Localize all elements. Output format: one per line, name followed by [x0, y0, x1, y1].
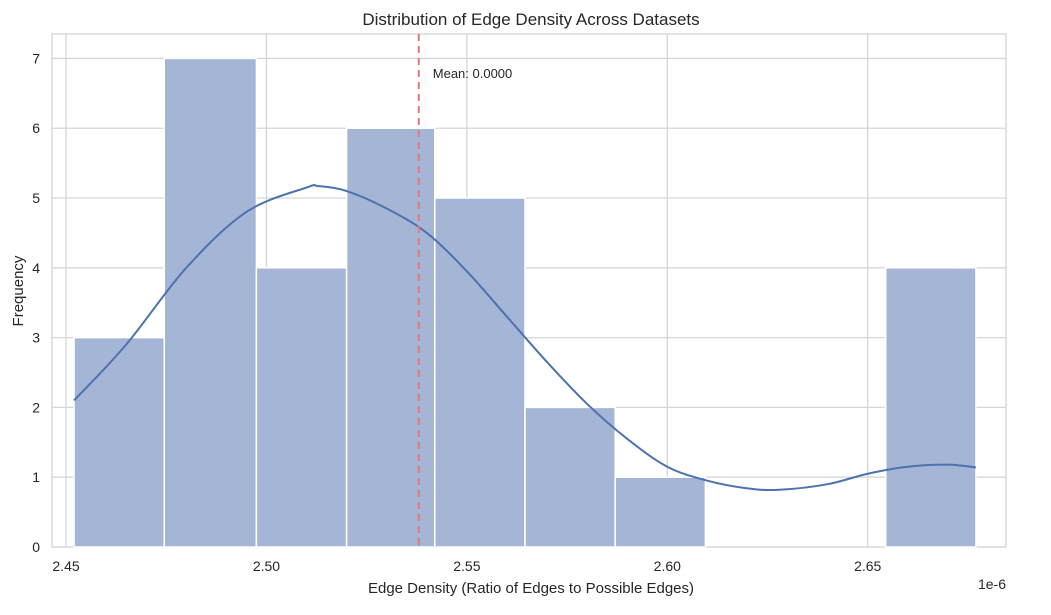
- y-tick-label: 3: [32, 330, 40, 346]
- x-axis-label: Edge Density (Ratio of Edges to Possible…: [368, 580, 694, 597]
- histogram-bar: [434, 197, 526, 548]
- tick-labels: 2.45 2.50 2.55 2.60 2.65 0 1 2 3 4 5 6 7: [32, 50, 881, 574]
- histogram-bar: [345, 127, 436, 548]
- x-tick-label: 2.45: [52, 558, 79, 574]
- histogram-bar: [163, 57, 258, 548]
- histogram-bar: [73, 336, 165, 548]
- chart-title: Distribution of Edge Density Across Data…: [362, 10, 699, 29]
- histogram-bar: [614, 476, 707, 548]
- histogram-bar: [884, 267, 977, 548]
- kde-line: [73, 184, 977, 492]
- histogram-bars: [73, 57, 977, 548]
- y-tick-label: 1: [32, 469, 40, 485]
- y-tick-label: 6: [32, 120, 40, 136]
- y-axis-label: Frequency: [10, 255, 27, 326]
- histogram-bar: [524, 406, 616, 548]
- x-offset-label: 1e-6: [978, 576, 1006, 592]
- x-tick-label: 2.55: [453, 558, 480, 574]
- y-tick-label: 2: [32, 399, 40, 415]
- y-tick-label: 4: [32, 260, 40, 276]
- y-tick-label: 5: [32, 190, 40, 206]
- x-tick-label: 2.50: [253, 558, 280, 574]
- histogram-bar: [255, 267, 348, 548]
- y-tick-label: 7: [32, 50, 40, 66]
- y-tick-label: 0: [32, 539, 40, 555]
- x-tick-label: 2.65: [854, 558, 881, 574]
- mean-label: Mean: 0.0000: [433, 66, 513, 81]
- x-tick-label: 2.60: [654, 558, 681, 574]
- kde-curve-group: [73, 184, 977, 492]
- mean-marker: Mean: 0.0000: [417, 34, 513, 547]
